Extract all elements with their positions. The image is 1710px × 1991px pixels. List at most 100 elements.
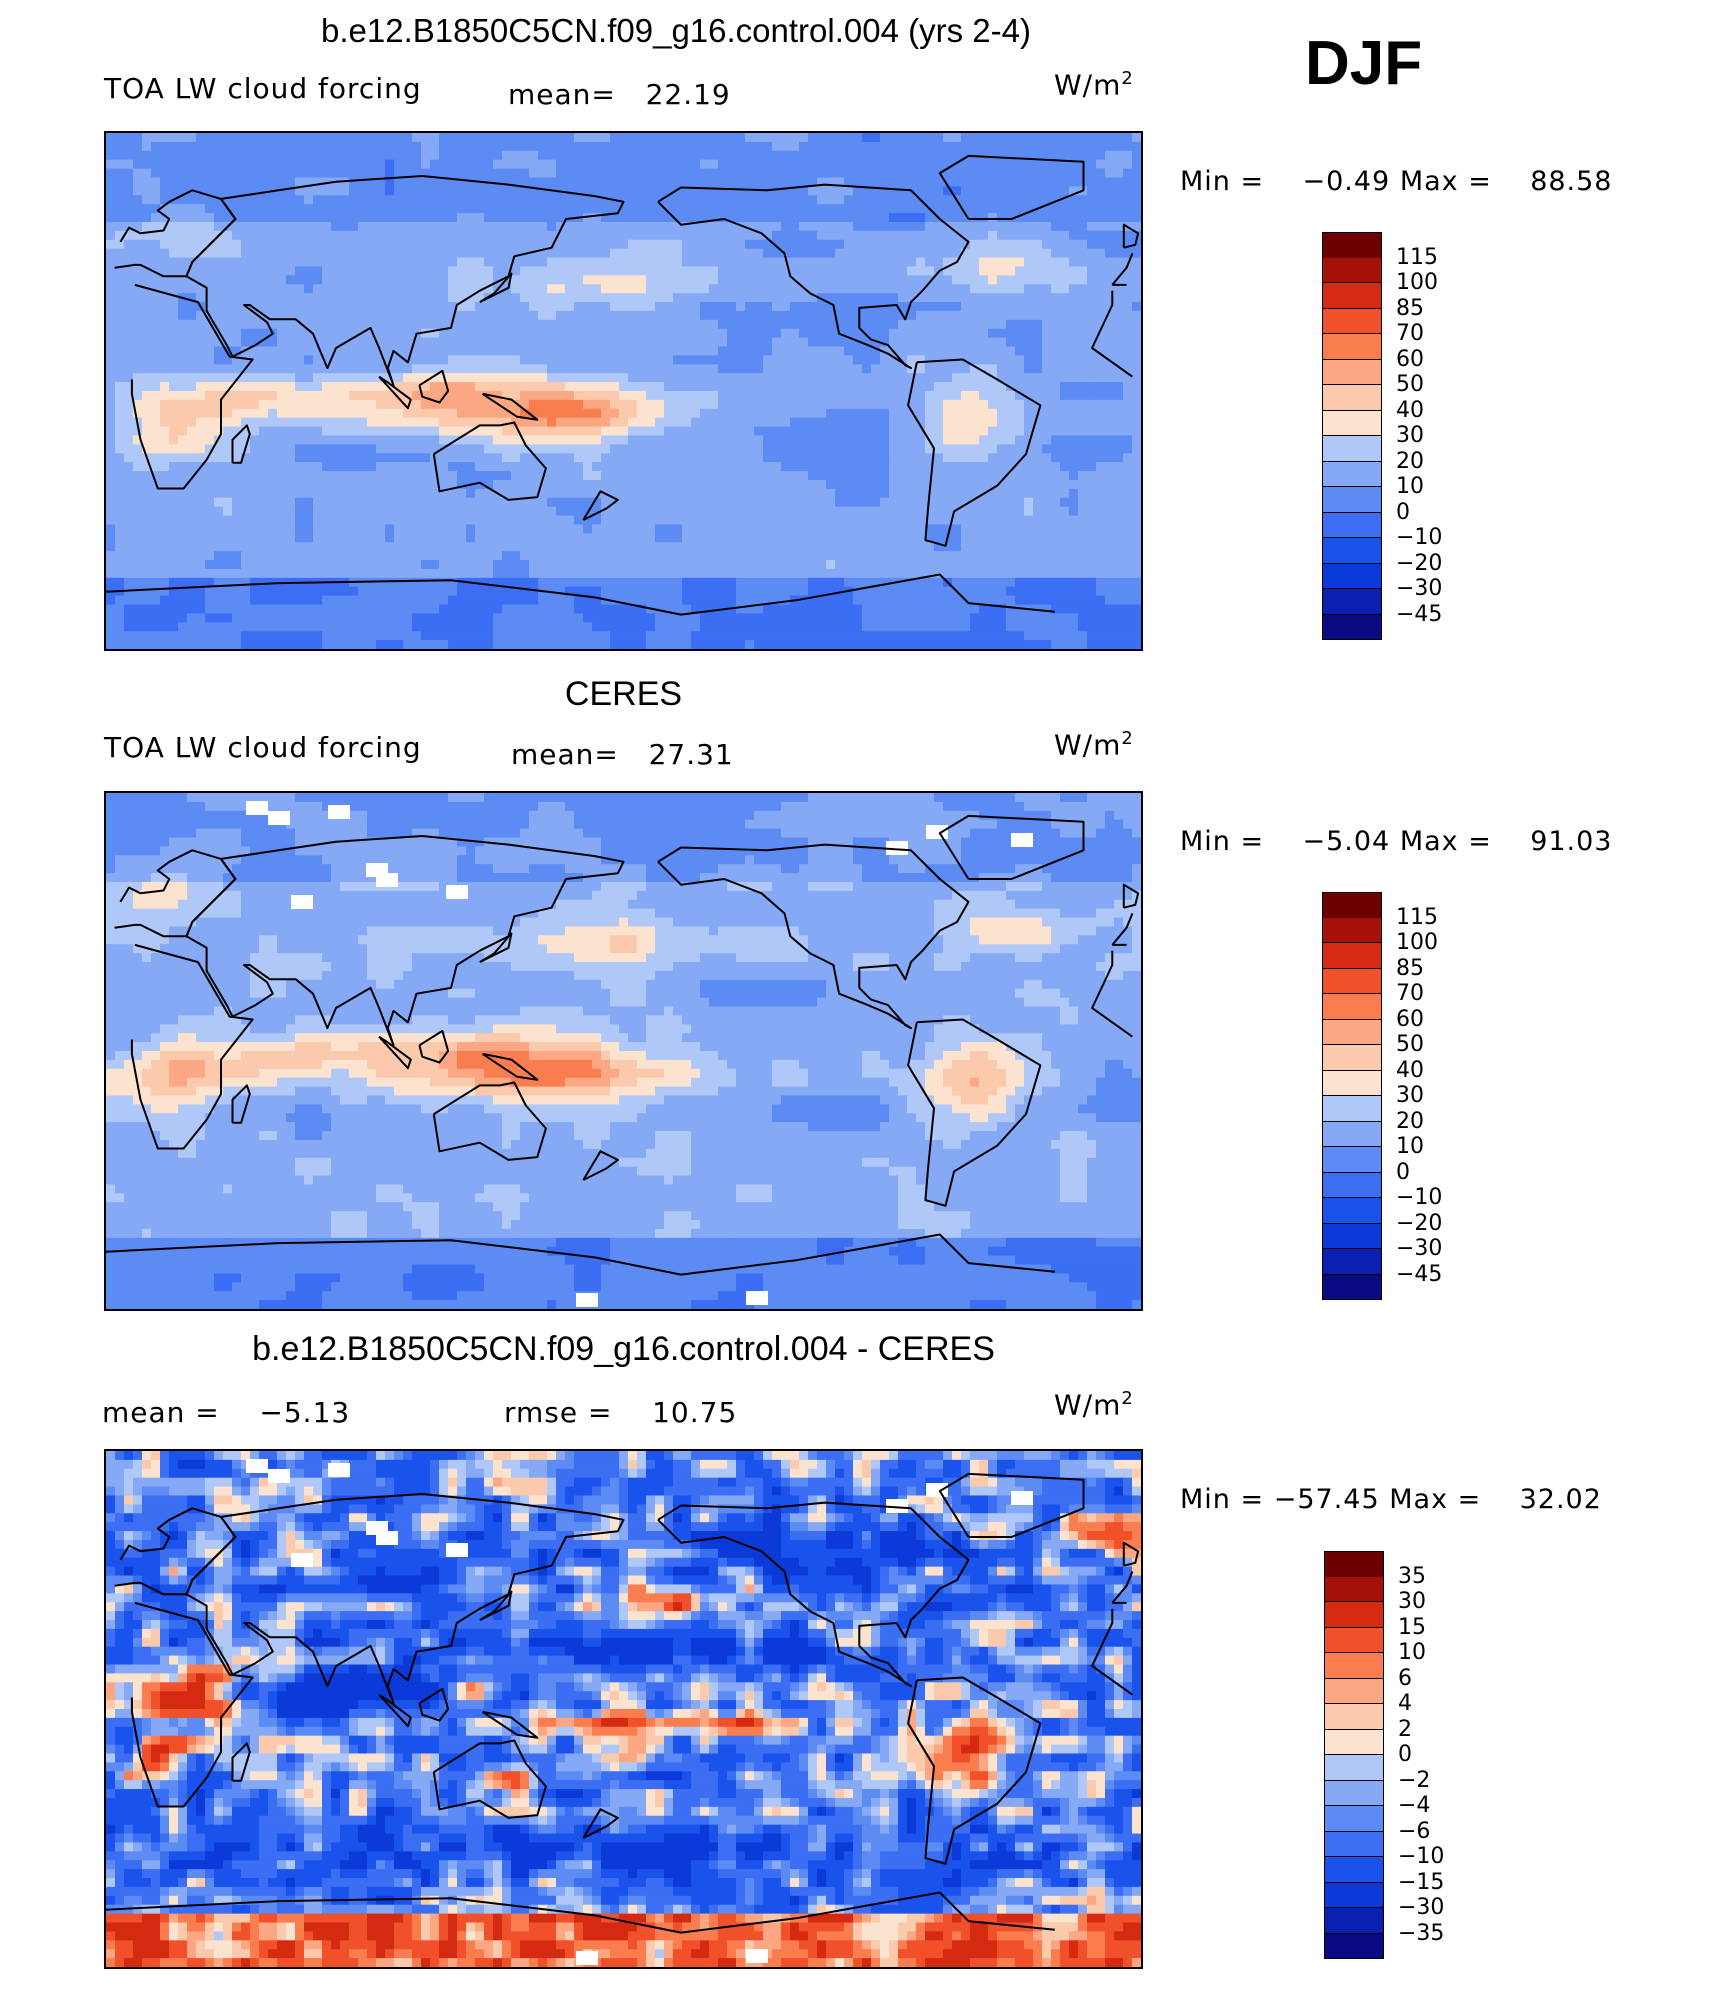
- field-cell: [601, 239, 611, 250]
- field-cell: [1060, 141, 1070, 152]
- field-cell: [736, 435, 746, 445]
- field-cell: [781, 319, 791, 330]
- field-cell: [781, 426, 791, 437]
- field-cell: [250, 444, 260, 454]
- field-cell: [628, 462, 638, 472]
- field-cell: [394, 364, 404, 374]
- field-cell: [862, 462, 872, 472]
- field-cell: [790, 462, 800, 472]
- field-cell: [880, 186, 890, 196]
- field-cell: [448, 346, 458, 357]
- field-cell: [601, 150, 611, 161]
- field-cell: [1114, 302, 1124, 312]
- field-cell: [223, 319, 233, 330]
- field-cell: [565, 133, 575, 143]
- field-cell: [574, 239, 584, 250]
- field-cell: [916, 150, 926, 161]
- field-cell: [1033, 266, 1043, 276]
- field-cell: [160, 141, 170, 152]
- field-cell: [214, 391, 224, 401]
- field-cell: [718, 257, 728, 268]
- field-cell: [1024, 337, 1034, 348]
- field-cell: [286, 177, 296, 187]
- field-cell: [430, 302, 440, 312]
- field-cell: [772, 230, 782, 241]
- field-cell: [745, 310, 755, 321]
- field-cell: [664, 302, 674, 312]
- field-cell: [430, 168, 440, 179]
- field-cell: [745, 319, 755, 330]
- field-cell: [214, 444, 224, 454]
- field-cell: [250, 221, 260, 232]
- field-cell: [223, 328, 233, 339]
- field-cell: [538, 399, 548, 410]
- field-cell: [322, 479, 332, 490]
- field-cell: [1024, 453, 1034, 463]
- field-cell: [1114, 248, 1124, 259]
- panel1-units-exp: 2: [1121, 68, 1133, 89]
- field-cell: [322, 266, 332, 276]
- field-cell: [700, 337, 710, 348]
- field-cell: [241, 488, 251, 499]
- field-cell: [1060, 373, 1070, 383]
- field-cell: [439, 221, 449, 232]
- field-cell: [1069, 239, 1079, 250]
- field-cell: [376, 471, 386, 481]
- field-cell: [160, 408, 170, 419]
- field-cell: [646, 266, 656, 276]
- field-cell: [349, 293, 359, 303]
- field-cell: [1051, 337, 1061, 348]
- field-cell: [196, 328, 206, 339]
- field-cell: [475, 133, 485, 143]
- field-cell: [439, 159, 449, 170]
- field-cell: [1006, 275, 1016, 285]
- field-cell: [313, 150, 323, 161]
- field-cell: [304, 293, 314, 303]
- field-cell: [1006, 319, 1016, 330]
- field-cell: [727, 417, 737, 428]
- field-cell: [1033, 310, 1043, 321]
- field-cell: [223, 355, 233, 365]
- field-cell: [709, 248, 719, 259]
- field-cell: [664, 266, 674, 276]
- field-cell: [1006, 506, 1016, 517]
- field-cell: [232, 150, 242, 161]
- field-cell: [853, 479, 863, 490]
- field-cell: [664, 391, 674, 401]
- field-cell: [169, 141, 179, 152]
- field-cell: [484, 266, 494, 276]
- field-cell: [619, 221, 629, 232]
- field-cell: [1105, 417, 1115, 428]
- field-cell: [709, 284, 719, 294]
- field-cell: [106, 435, 116, 445]
- field-cell: [997, 453, 1007, 463]
- field-cell: [331, 302, 341, 312]
- field-cell: [925, 133, 935, 143]
- field-cell: [781, 186, 791, 196]
- field-cell: [511, 204, 521, 214]
- field-cell: [358, 150, 368, 161]
- field-cell: [790, 133, 800, 143]
- field-cell: [943, 248, 953, 259]
- field-cell: [619, 391, 629, 401]
- field-cell: [907, 230, 917, 241]
- field-cell: [124, 168, 134, 179]
- field-cell: [880, 488, 890, 499]
- field-cell: [1015, 444, 1025, 454]
- field-cell: [502, 310, 512, 321]
- field-cell: [907, 257, 917, 268]
- field-cell: [169, 471, 179, 481]
- field-cell: [565, 479, 575, 490]
- field-cell: [547, 177, 557, 187]
- field-cell: [826, 426, 836, 437]
- field-cell: [124, 150, 134, 161]
- field-cell: [151, 319, 161, 330]
- field-cell: [943, 310, 953, 321]
- field-cell: [601, 364, 611, 374]
- field-cell: [988, 248, 998, 259]
- field-cell: [988, 310, 998, 321]
- field-cell: [493, 364, 503, 374]
- field-cell: [529, 204, 539, 214]
- field-cell: [925, 417, 935, 428]
- field-cell: [340, 310, 350, 321]
